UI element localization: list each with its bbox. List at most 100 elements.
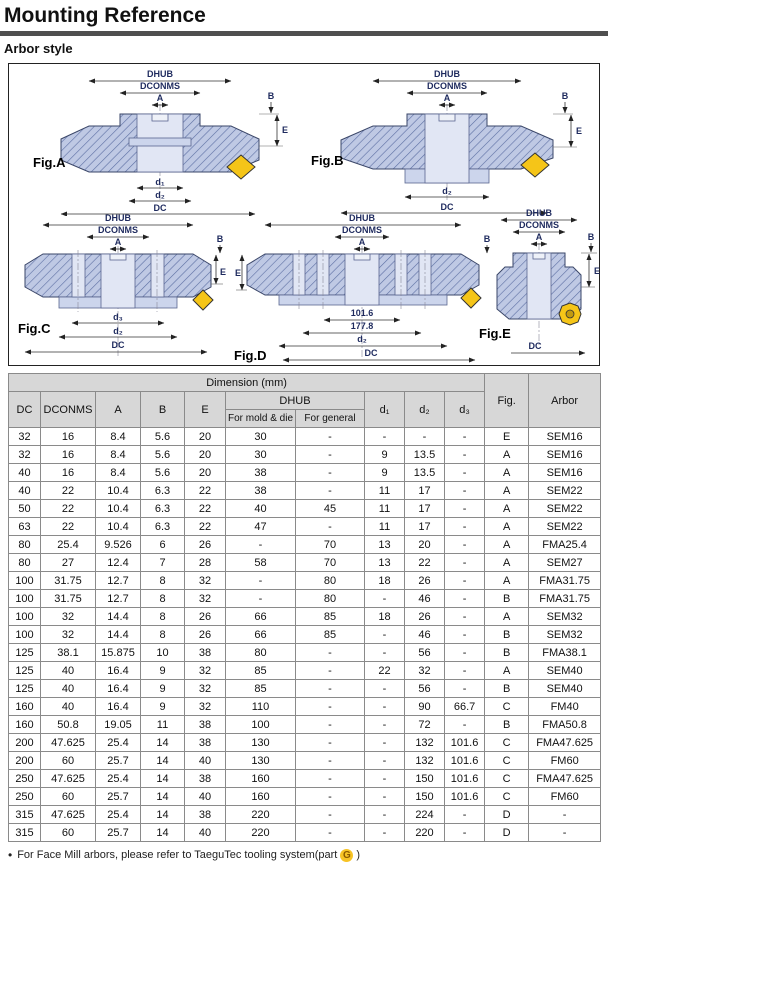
table-cell: 11 <box>364 481 405 500</box>
table-cell: 132 <box>404 733 445 752</box>
dim-label-a: A <box>115 237 122 247</box>
col-header-dc: DC <box>8 391 41 428</box>
dim-label-101-6: 101.6 <box>351 308 374 318</box>
table-cell: - <box>364 589 405 608</box>
table-cell: 63 <box>8 517 41 536</box>
table-cell: 18 <box>364 571 405 590</box>
table-cell: SEM22 <box>528 499 602 518</box>
table-cell: D <box>484 823 530 842</box>
table-cell: 32 <box>184 589 226 608</box>
table-cell: FMA38.1 <box>528 643 602 662</box>
table-cell: - <box>404 427 445 446</box>
table-cell: A <box>484 571 530 590</box>
table-cell: FMA25.4 <box>528 535 602 554</box>
table-cell: 46 <box>404 589 445 608</box>
table-cell: 110 <box>225 697 296 716</box>
table-cell: 10.4 <box>95 517 141 536</box>
dim-label-e: E <box>576 126 582 136</box>
table-cell: 14 <box>140 733 185 752</box>
col-header-dhub-general: For general <box>295 409 365 428</box>
dim-label-dconms: DCONMS <box>342 225 382 235</box>
table-row: 315 60 25.7 14 40 220- -220- D - <box>8 823 602 842</box>
table-cell: 47.625 <box>40 805 96 824</box>
table-cell: 40 <box>8 481 41 500</box>
table-cell: 25.4 <box>95 733 141 752</box>
table-cell: 40 <box>225 499 296 518</box>
dim-label-d2: d₂ <box>113 326 123 336</box>
dim-label-dhub: DHUB <box>526 208 552 218</box>
table-cell: 100 <box>8 571 41 590</box>
table-cell: - <box>443 463 486 482</box>
table-cell: 150 <box>404 787 445 806</box>
table-cell: - <box>364 769 405 788</box>
dim-label-dc: DC <box>529 341 542 351</box>
table-cell: 47.625 <box>40 769 96 788</box>
table-cell: 6.3 <box>140 481 185 500</box>
table-cell: 14 <box>140 787 185 806</box>
table-cell: 220 <box>225 823 296 842</box>
table-cell: - <box>295 805 365 824</box>
table-cell: 85 <box>225 679 296 698</box>
table-cell: 90 <box>404 697 445 716</box>
table-cell: - <box>443 571 486 590</box>
table-cell: - <box>443 445 486 464</box>
figure-c-label: Fig.C <box>18 321 51 336</box>
insert-icon <box>192 289 214 311</box>
table-row: 125 40 16.4 9 32 85-22 32- A SEM40 <box>8 661 602 680</box>
table-cell: 5.6 <box>140 463 185 482</box>
table-cell: 12.4 <box>95 553 141 572</box>
dim-label-dc: DC <box>441 202 454 212</box>
dim-label-dc: DC <box>154 203 167 213</box>
table-cell: 250 <box>8 769 41 788</box>
table-cell: 26 <box>404 571 445 590</box>
table-cell: 40 <box>184 751 226 770</box>
table-cell: FMA31.75 <box>528 571 602 590</box>
table-cell: 125 <box>8 661 41 680</box>
table-cell: 66.7 <box>443 697 486 716</box>
table-cell: 130 <box>225 751 296 770</box>
table-cell: - <box>443 481 486 500</box>
table-cell: 50 <box>8 499 41 518</box>
table-cell: A <box>484 661 530 680</box>
insert-icon <box>226 154 256 180</box>
table-cell: 11 <box>140 715 185 734</box>
table-cell: - <box>443 589 486 608</box>
dim-label-dhub: DHUB <box>434 69 460 79</box>
table-cell: 19.05 <box>95 715 141 734</box>
table-cell: 13 <box>364 553 405 572</box>
table-cell: 220 <box>404 823 445 842</box>
table-cell: - <box>443 553 486 572</box>
table-cell: - <box>443 643 486 662</box>
table-cell: - <box>295 643 365 662</box>
figure-b-label: Fig.B <box>311 153 344 168</box>
table-cell: 26 <box>184 535 226 554</box>
table-cell: 26 <box>184 607 226 626</box>
table-cell: - <box>443 535 486 554</box>
table-cell: 38.1 <box>40 643 96 662</box>
dim-label-dc: DC <box>365 348 378 358</box>
table-cell: C <box>484 697 530 716</box>
table-cell: FMA31.75 <box>528 589 602 608</box>
table-cell: 85 <box>295 625 365 644</box>
dim-label-b: B <box>217 234 224 244</box>
table-cell: 101.6 <box>443 769 486 788</box>
table-cell: 66 <box>225 625 296 644</box>
table-cell: - <box>528 805 602 824</box>
table-cell: 16.4 <box>95 661 141 680</box>
table-row: 50 22 10.4 6.3 22 40 45 11 17- A SEM22 <box>8 499 602 518</box>
figure-e: DHUB DCONMS A B E DC Fig.E <box>479 208 600 356</box>
table-cell: FM60 <box>528 751 602 770</box>
dim-label-b: B <box>588 232 595 242</box>
insert-icon <box>460 287 482 309</box>
table-cell: 15.875 <box>95 643 141 662</box>
table-cell: 25.7 <box>95 823 141 842</box>
table-cell: 160 <box>8 715 41 734</box>
col-header-b: B <box>140 391 185 428</box>
table-cell: SEM32 <box>528 625 602 644</box>
table-cell: 46 <box>404 625 445 644</box>
table-cell: FMA47.625 <box>528 733 602 752</box>
table-cell: 32 <box>40 607 96 626</box>
table-cell: 14 <box>140 805 185 824</box>
table-cell: 25.7 <box>95 751 141 770</box>
table-cell: - <box>443 607 486 626</box>
